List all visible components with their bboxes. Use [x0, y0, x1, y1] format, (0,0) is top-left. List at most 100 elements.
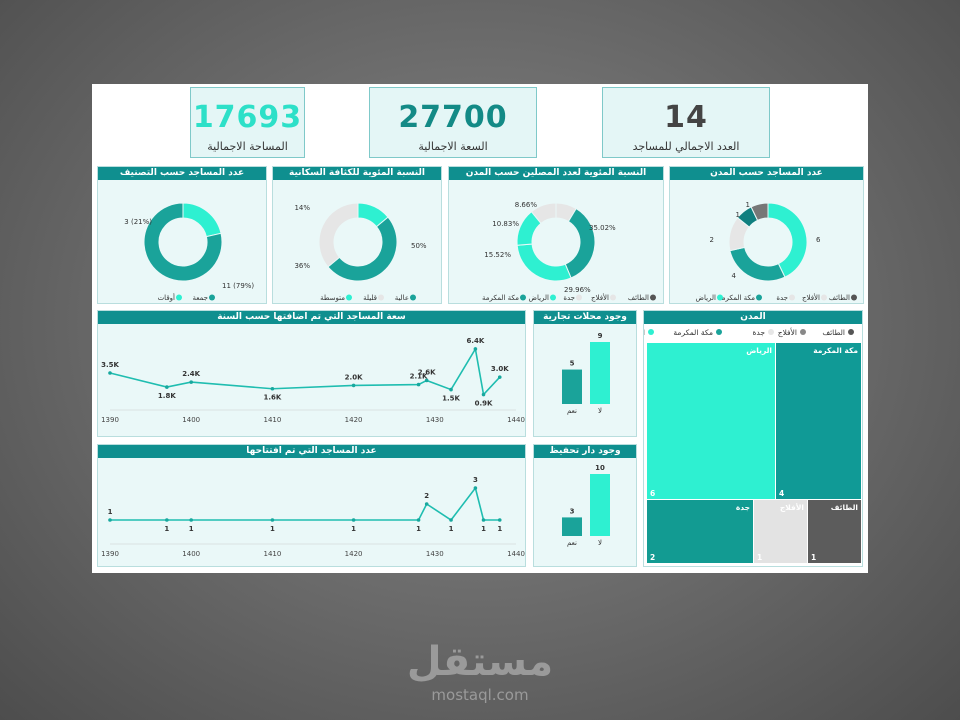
data-label: 2.1K	[410, 373, 428, 381]
data-point	[473, 486, 478, 490]
data-point	[424, 502, 429, 506]
bar	[590, 342, 610, 404]
data-label: 1.6K	[263, 394, 281, 402]
donut-slice	[516, 243, 572, 282]
bar	[562, 517, 582, 536]
x-tick-label: 1400	[182, 550, 200, 558]
kpi-count-label: العدد الاجمالي للمساجد	[632, 140, 740, 153]
treemap-cell-value: 1	[757, 553, 762, 562]
data-point	[189, 380, 193, 384]
slice-label: 10.83%	[492, 220, 519, 228]
legend-label: الطائف	[628, 294, 649, 302]
legend-label: عالية	[395, 294, 409, 302]
bar-value-label: 5	[570, 360, 575, 368]
donut-slice	[564, 207, 596, 279]
bar	[562, 369, 582, 404]
treemap-cell-value: 1	[811, 553, 816, 562]
bar-shops-panel: وجود محلات تجارية 5 نعم 9 لا	[533, 310, 637, 437]
line-opened-chart: 1390 1400 1410 1420 1430 1440 1 1 1 1 1 1 2 1 3 1 1	[101, 476, 525, 558]
data-point	[473, 347, 478, 351]
data-point	[108, 518, 112, 522]
legend-dot	[648, 329, 654, 335]
data-point	[270, 386, 275, 391]
treemap-cities-chart: الطائف الأفلاج جدة مكة المكرمة الرياض الرياض 6…	[644, 327, 861, 563]
data-label: 2	[424, 492, 429, 500]
line-capacity-panel: سعة المساجد التي تم اضافتها حسب السنة 13…	[97, 310, 526, 437]
panel-title: المدن	[644, 311, 862, 324]
panel-title: وجود دار تحفيظ	[534, 445, 636, 458]
data-label: 2.0K	[345, 373, 363, 381]
series-line	[110, 486, 500, 522]
legend-label: جدة	[776, 294, 788, 302]
slice-label: 14%	[294, 204, 310, 212]
dashboard: 17693 المساحة الاجمالية 27700 السعة الاج…	[92, 84, 868, 573]
data-point	[416, 382, 421, 387]
bar-quran-school-chart: 3 نعم 10 لا	[562, 464, 610, 547]
slice-label: 29.96%	[564, 286, 591, 294]
data-label: 1	[108, 508, 113, 516]
watermark-url: mostaql.com	[431, 686, 529, 704]
data-label: 1.5K	[442, 395, 460, 403]
legend-label: الطائف	[829, 294, 850, 302]
data-label: 2.4K	[182, 370, 200, 378]
slice-label: 36%	[294, 262, 310, 270]
slice-label: 11 (79%)	[222, 282, 254, 290]
legend-dot	[789, 294, 795, 301]
treemap-cell-name: الأفلاج	[780, 503, 804, 512]
treemap-cell-value: 4	[779, 489, 784, 498]
donut-slice	[750, 202, 769, 222]
legend-label: جدة	[563, 294, 575, 302]
slice-label: 8.66%	[515, 201, 538, 209]
data-label: 1	[351, 525, 356, 533]
legend-label: الرياض	[644, 328, 645, 337]
data-label: 1	[481, 525, 486, 533]
legend-dot	[756, 294, 762, 301]
panel-title: عدد المساجد التي تم افتتاحها	[98, 445, 525, 458]
kpi-capacity-card: 27700 السعة الاجمالية	[369, 87, 537, 158]
legend-dot	[716, 329, 722, 335]
data-label: 3	[473, 476, 478, 484]
data-point	[497, 518, 502, 522]
legend-label: متوسطة	[320, 294, 345, 302]
slice-label: 35.02%	[589, 224, 616, 232]
donut-density-chart: 14% 50% 36% متوسطة قليلة عالية	[294, 202, 427, 302]
data-label: 1.8K	[158, 392, 176, 400]
panel-title: عدد المساجد حسب التصنيف	[98, 167, 266, 180]
legend-dot	[717, 294, 723, 301]
bar-value-label: 9	[598, 332, 603, 340]
treemap-cell-name: جدة	[736, 503, 750, 512]
legend-dot	[410, 294, 416, 301]
data-label: 1	[449, 525, 454, 533]
legend-dot	[378, 294, 384, 301]
kpi-capacity-value: 27700	[398, 100, 508, 135]
treemap-cell-value: 2	[650, 553, 655, 562]
kpi-count-card: 14 العدد الاجمالي للمساجد	[602, 87, 770, 158]
x-tick-label: 1410	[263, 416, 281, 424]
treemap-cell	[754, 500, 807, 563]
legend-dot	[610, 294, 616, 301]
x-tick-label: 1410	[263, 550, 281, 558]
x-tick-label: 1400	[182, 416, 200, 424]
data-label: 6.4K	[466, 337, 484, 345]
panel-title: النسبة المئوية لعدد المصلين حسب المدن	[449, 167, 663, 180]
panel-title: النسبة المئوية للكثافة السكانية	[273, 167, 441, 180]
donut-slice	[530, 202, 557, 225]
slice-label: 50%	[411, 242, 427, 250]
data-point	[189, 518, 193, 522]
treemap-cell-name: الطائف	[831, 503, 858, 512]
legend-dot	[550, 294, 556, 301]
kpi-capacity-label: السعة الاجمالية	[418, 140, 488, 153]
legend-dot	[176, 294, 182, 301]
donut-classification-panel: عدد المساجد حسب التصنيف 3 (21%) 11 (79%) أ…	[97, 166, 267, 304]
treemap-cell-name: مكة المكرمة	[813, 346, 858, 355]
legend-label: الرياض	[696, 294, 717, 302]
legend-dot	[821, 294, 827, 301]
slice-label: 15.52%	[484, 251, 511, 259]
data-point	[270, 518, 275, 522]
data-label: 3.5K	[101, 361, 119, 369]
donut-slice	[327, 216, 398, 282]
data-point	[165, 385, 169, 389]
legend-dot	[520, 294, 526, 301]
donut-slice	[318, 202, 359, 268]
